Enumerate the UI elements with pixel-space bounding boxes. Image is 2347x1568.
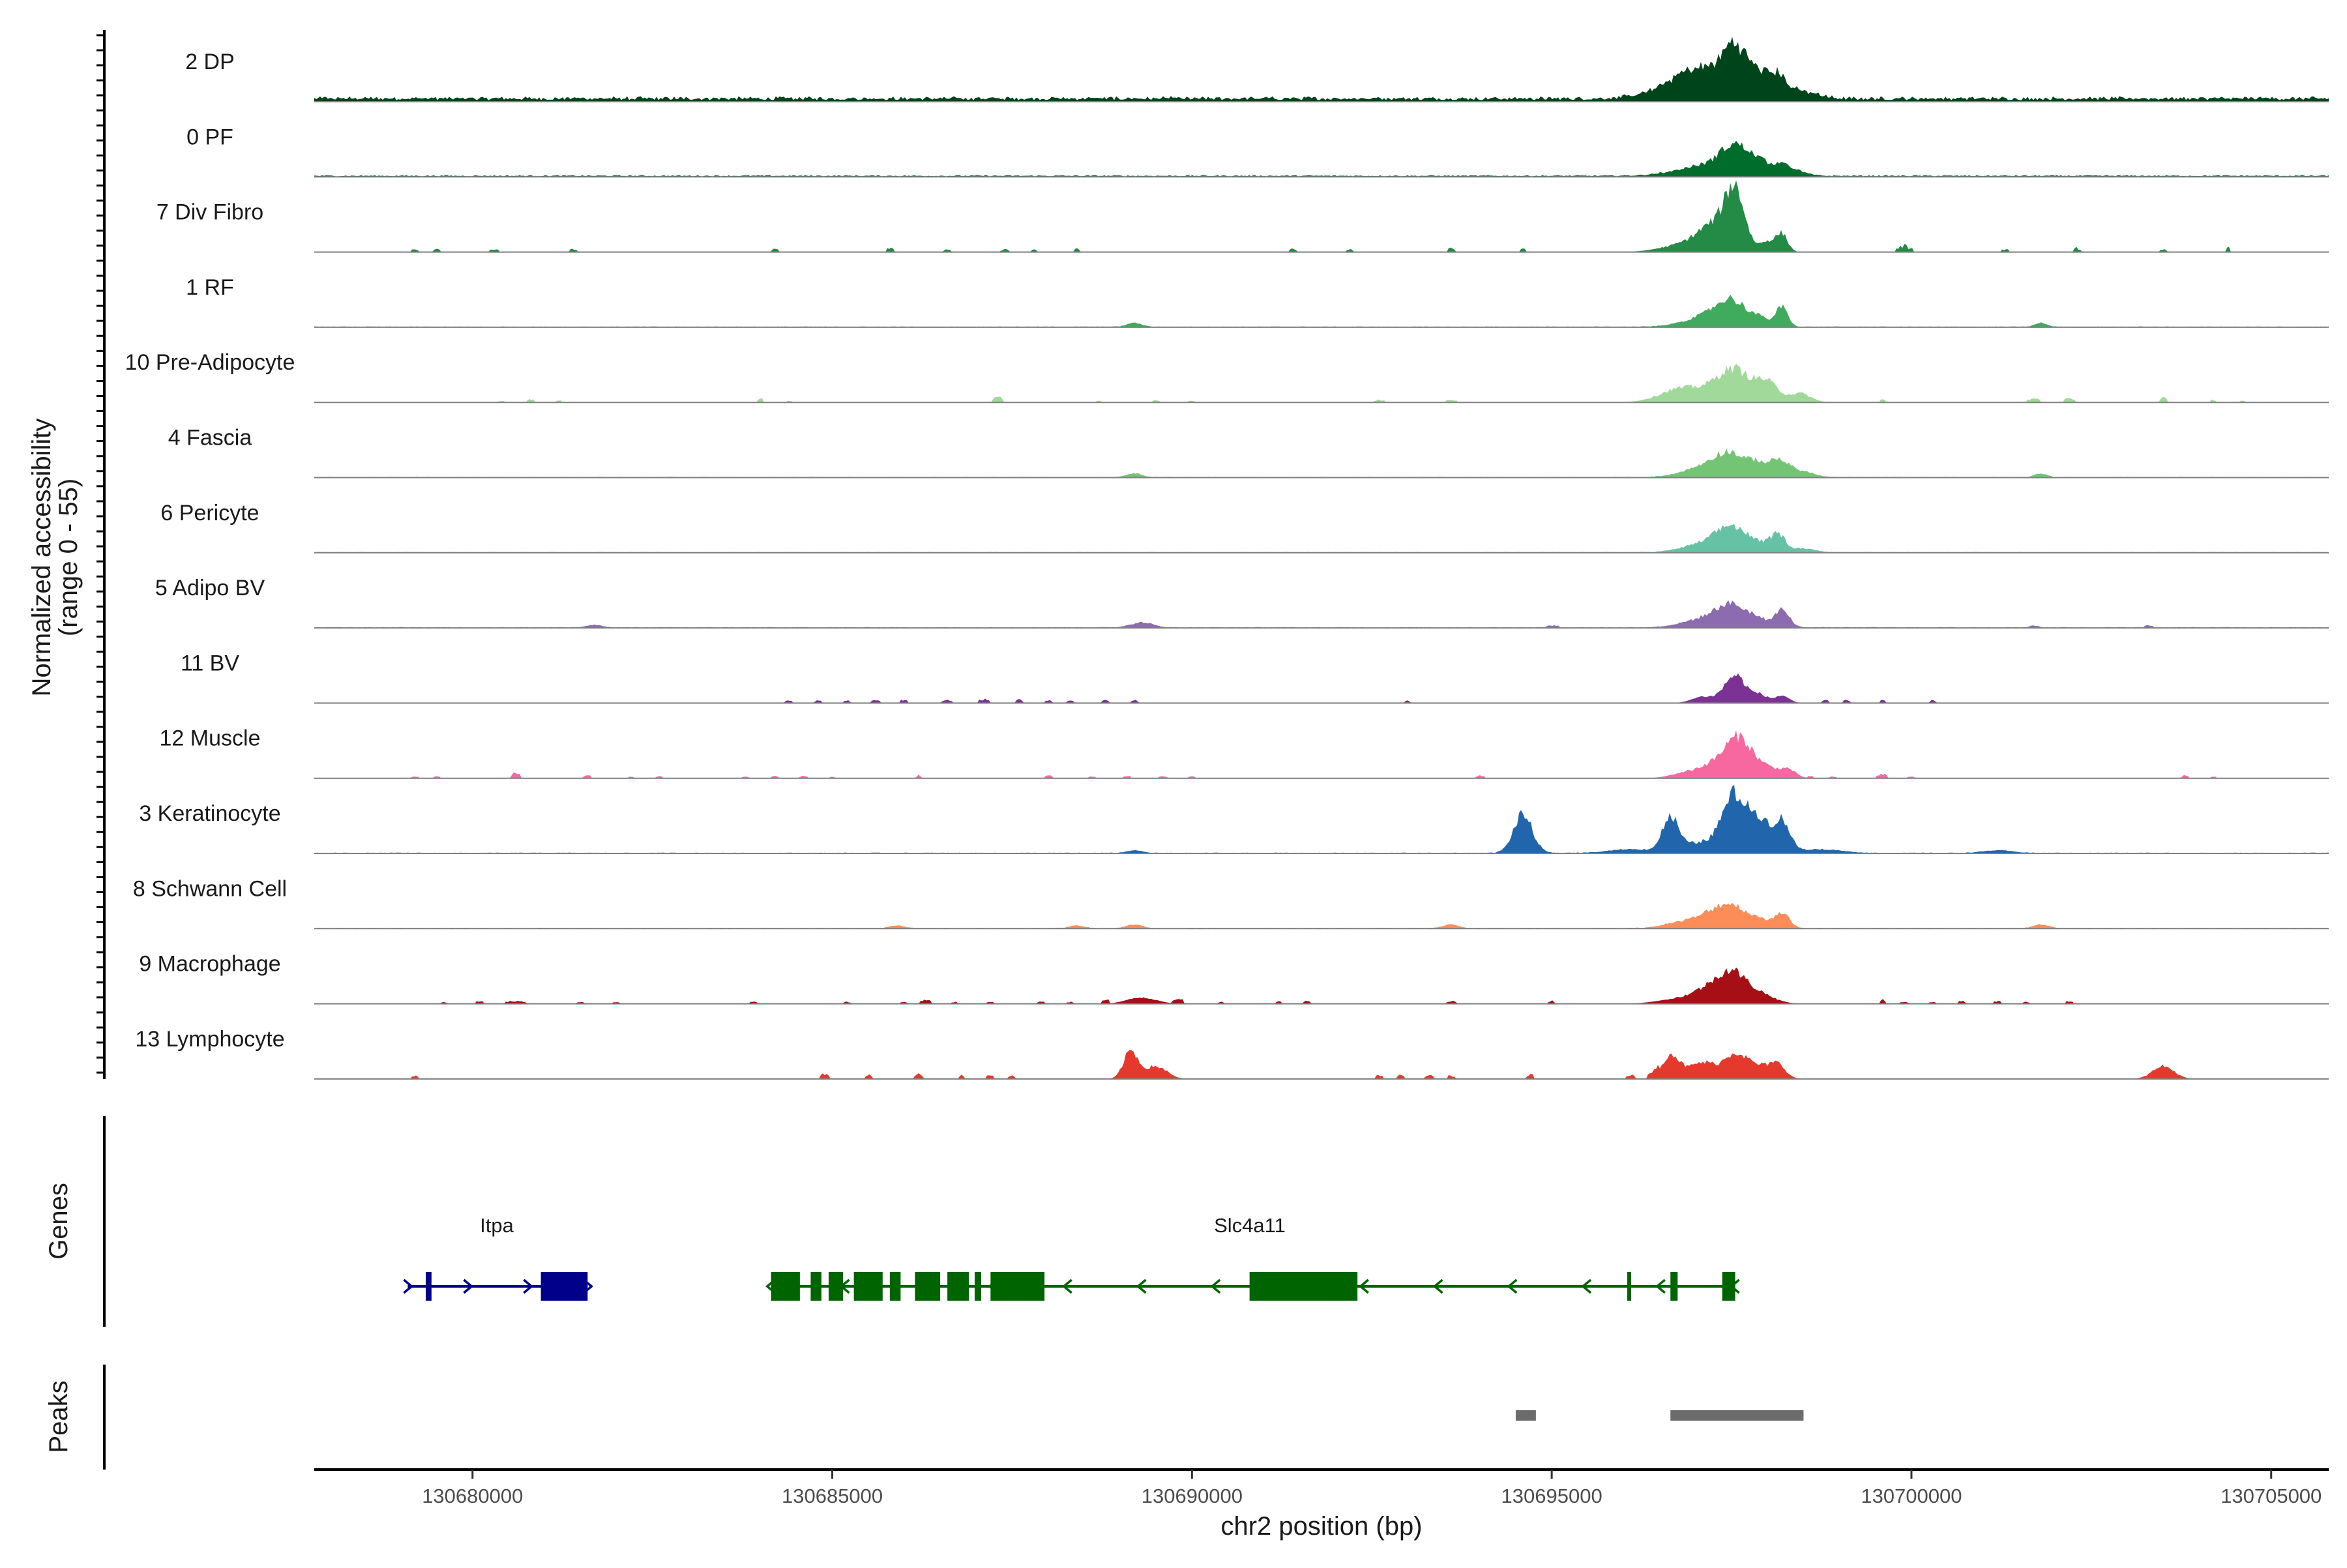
genes-layer: Itpa Slc4a11: [403, 1214, 1740, 1301]
gene-exon: [853, 1272, 883, 1301]
track-8-schwann-cell: 8 Schwann Cell: [133, 876, 2329, 930]
coverage-area-5-adipo-bv: [314, 600, 2329, 629]
y-axis-title-line1: Normalized accessibility: [27, 419, 56, 697]
x-tick-label: 130690000: [1142, 1485, 1243, 1507]
track-11-bv: 11 BV: [181, 651, 2329, 704]
tracks-layer: 2 DP 0 PF 7 Div Fibro 1 RF 10 Pre-Adipocyte 4…: [125, 37, 2329, 1080]
track-label-4-fascia: 4 Fascia: [168, 426, 252, 451]
y-axis-ticks: [96, 34, 104, 1074]
coverage-area-9-macrophage: [314, 968, 2329, 1004]
x-tick-label: 130695000: [1501, 1485, 1602, 1507]
x-tick-label: 130680000: [422, 1485, 523, 1507]
strand-chevron: [1136, 1279, 1147, 1294]
gene-exon: [889, 1272, 901, 1301]
track-label-10-pre-adipocyte: 10 Pre-Adipocyte: [125, 350, 295, 375]
track-label-11-bv: 11 BV: [181, 651, 239, 675]
gene-exon: [771, 1272, 800, 1301]
track-3-keratinocyte: 3 Keratinocyte: [139, 784, 2329, 854]
gene-exon: [540, 1272, 588, 1301]
gene-exon: [829, 1272, 844, 1301]
track-5-adipo-bv: 5 Adipo BV: [155, 576, 2329, 629]
strand-chevron: [1581, 1279, 1592, 1294]
coverage-area-8-schwann-cell: [314, 902, 2329, 929]
strand-chevron: [1359, 1279, 1369, 1294]
strand-chevron: [1655, 1279, 1666, 1294]
track-label-1-rf: 1 RF: [186, 275, 234, 300]
x-tick-label: 130705000: [2221, 1485, 2322, 1507]
coverage-area-0-pf: [314, 140, 2329, 177]
track-0-pf: 0 PF: [186, 125, 2329, 178]
track-label-0-pf: 0 PF: [186, 125, 233, 149]
track-13-lymphocyte: 13 Lymphocyte: [135, 1027, 2329, 1080]
track-label-6-pericyte: 6 Pericyte: [160, 501, 259, 525]
coverage-area-4-fascia: [314, 448, 2329, 478]
track-6-pericyte: 6 Pericyte: [160, 501, 2329, 554]
coverage-area-11-bv: [314, 673, 2329, 703]
strand-chevron: [1432, 1279, 1443, 1294]
peaks-panel-title: Peaks: [44, 1380, 73, 1453]
strand-chevron: [1062, 1279, 1072, 1294]
gene-itpa: Itpa: [403, 1214, 594, 1301]
strand-chevron: [463, 1279, 474, 1294]
peaks-layer: [1515, 1410, 1804, 1421]
track-12-muscle: 12 Muscle: [160, 726, 2329, 779]
track-label-13-lymphocyte: 13 Lymphocyte: [135, 1027, 284, 1052]
coverage-area-2-dp: [314, 37, 2329, 102]
coverage-area-1-rf: [314, 295, 2329, 327]
peak-region: [1670, 1410, 1804, 1421]
track-label-5-adipo-bv: 5 Adipo BV: [155, 576, 265, 600]
coverage-area-7-div-fibro: [314, 180, 2329, 252]
gene-exon: [990, 1272, 1045, 1301]
track-4-fascia: 4 Fascia: [168, 426, 2329, 479]
gene-label-itpa: Itpa: [480, 1214, 514, 1237]
strand-chevron: [1210, 1279, 1221, 1294]
track-7-div-fibro: 7 Div Fibro: [156, 180, 2329, 253]
x-axis-title: chr2 position (bp): [1220, 1512, 1422, 1541]
x-tick-label: 130685000: [782, 1485, 883, 1507]
gene-exon: [1722, 1272, 1735, 1301]
track-1-rf: 1 RF: [186, 275, 2329, 328]
gene-exon: [810, 1272, 822, 1301]
track-10-pre-adipocyte: 10 Pre-Adipocyte: [125, 350, 2329, 404]
track-9-macrophage: 9 Macrophage: [139, 952, 2329, 1005]
genes-panel-title: Genes: [44, 1183, 73, 1260]
coverage-area-10-pre-adipocyte: [314, 363, 2329, 403]
gene-slc4a11: Slc4a11: [765, 1214, 1740, 1301]
gene-exon: [1670, 1272, 1678, 1301]
track-label-8-schwann-cell: 8 Schwann Cell: [133, 876, 287, 901]
gene-exon: [975, 1272, 982, 1301]
coverage-area-6-pericyte: [314, 524, 2329, 553]
track-label-12-muscle: 12 Muscle: [160, 726, 261, 751]
gene-exon: [426, 1272, 432, 1301]
track-2-dp: 2 DP: [185, 37, 2329, 102]
gene-exon: [1249, 1272, 1358, 1301]
coverage-area-12-muscle: [314, 730, 2329, 778]
coverage-area-13-lymphocyte: [314, 1050, 2329, 1079]
peak-region: [1515, 1410, 1536, 1421]
x-tick-label: 130700000: [1861, 1485, 1962, 1507]
track-label-2-dp: 2 DP: [185, 50, 235, 74]
gene-exon: [915, 1272, 941, 1301]
gene-label-slc4a11: Slc4a11: [1214, 1214, 1286, 1237]
gene-exon: [1627, 1272, 1632, 1301]
track-label-9-macrophage: 9 Macrophage: [139, 952, 280, 977]
strand-chevron: [1507, 1279, 1518, 1294]
strand-chevron: [523, 1279, 534, 1294]
x-axis-ticks: 130680000 130685000 130690000 130695000 1307…: [422, 1470, 2322, 1507]
gene-exon: [947, 1272, 969, 1301]
coverage-area-3-keratinocyte: [314, 784, 2329, 853]
track-label-7-div-fibro: 7 Div Fibro: [156, 200, 263, 225]
track-label-3-keratinocyte: 3 Keratinocyte: [139, 801, 280, 826]
strand-chevron: [403, 1279, 414, 1294]
y-axis-title-line2: (range 0 - 55): [54, 479, 83, 636]
